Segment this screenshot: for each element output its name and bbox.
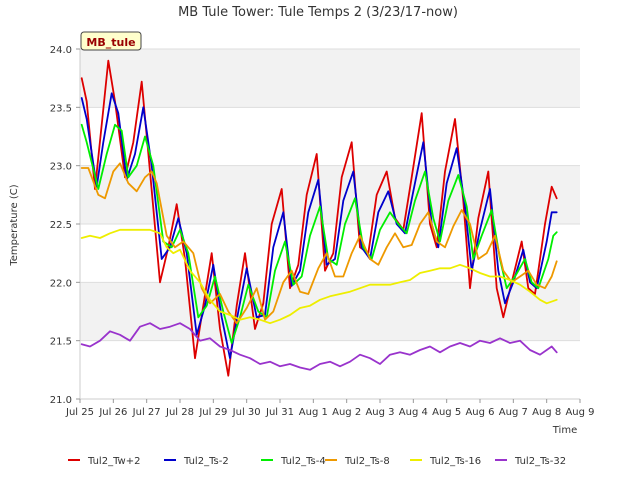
- x-tick-label: Aug 9: [565, 407, 594, 418]
- plot-band: [80, 49, 580, 108]
- legend-label: Tul2_Ts-8: [344, 456, 390, 467]
- plot-axes: 21.0 21.5 22.0 22.5 23.0 23.5 24.0 Jul 25 Jul 26…: [50, 45, 595, 418]
- y-tick-label: 22.5: [50, 220, 72, 231]
- station-label: MB_tule: [86, 36, 135, 49]
- x-tick-label: Jul 28: [165, 407, 194, 418]
- y-tick-label: 21.5: [50, 337, 72, 348]
- x-tick-label: Aug 8: [532, 407, 561, 418]
- x-tick-label: Aug 2: [332, 407, 361, 418]
- legend: Tul2_Tw+2 Tul2_Ts-2 Tul2_Ts-4 Tul2_Ts-8 Tul2…: [68, 456, 566, 467]
- x-tick-label: Jul 25: [65, 407, 94, 418]
- x-axis-label: Time: [552, 425, 577, 436]
- station-label-box: MB_tule: [80, 31, 142, 51]
- legend-label: Tul2_Ts-32: [514, 456, 566, 467]
- legend-label: Tul2_Ts-2: [183, 456, 229, 467]
- x-tick-label: Aug 7: [499, 407, 528, 418]
- x-tick-label: Jul 29: [198, 407, 227, 418]
- plot-band: [80, 107, 580, 166]
- plot-series: [80, 59, 558, 377]
- legend-label: Tul2_Ts-4: [280, 456, 326, 467]
- x-tick-label: Aug 5: [432, 407, 461, 418]
- x-tick-label: Jul 31: [265, 407, 294, 418]
- legend-label: Tul2_Ts-16: [429, 456, 481, 467]
- x-tick-label: Aug 6: [465, 407, 494, 418]
- series-line-Tul2_Ts-4: [80, 123, 558, 344]
- x-tick-label: Jul 30: [232, 407, 261, 418]
- plot-band: [80, 340, 580, 399]
- series-line-Tul2_Ts-16: [80, 228, 558, 325]
- x-tick-label: Aug 3: [365, 407, 394, 418]
- legend-label: Tul2_Tw+2: [87, 456, 140, 467]
- y-tick-label: 23.5: [50, 103, 72, 114]
- y-tick-label: 22.0: [50, 278, 72, 289]
- x-tick-label: Aug 1: [299, 407, 328, 418]
- x-tick-label: Jul 26: [98, 407, 127, 418]
- chart-title: MB Tule Tower: Tule Temps 2 (3/23/17-now…: [178, 5, 458, 20]
- series-line-Tul2_Ts-8: [80, 162, 558, 325]
- y-tick-label: 21.0: [50, 395, 72, 406]
- series-line-Tul2_Ts-32: [80, 322, 558, 371]
- x-tick-label: Jul 27: [132, 407, 161, 418]
- y-tick-label: 23.0: [50, 162, 72, 173]
- x-tick-label: Aug 4: [399, 407, 428, 418]
- y-tick-label: 24.0: [50, 45, 72, 56]
- y-axis-label: Temperature (C): [9, 184, 20, 266]
